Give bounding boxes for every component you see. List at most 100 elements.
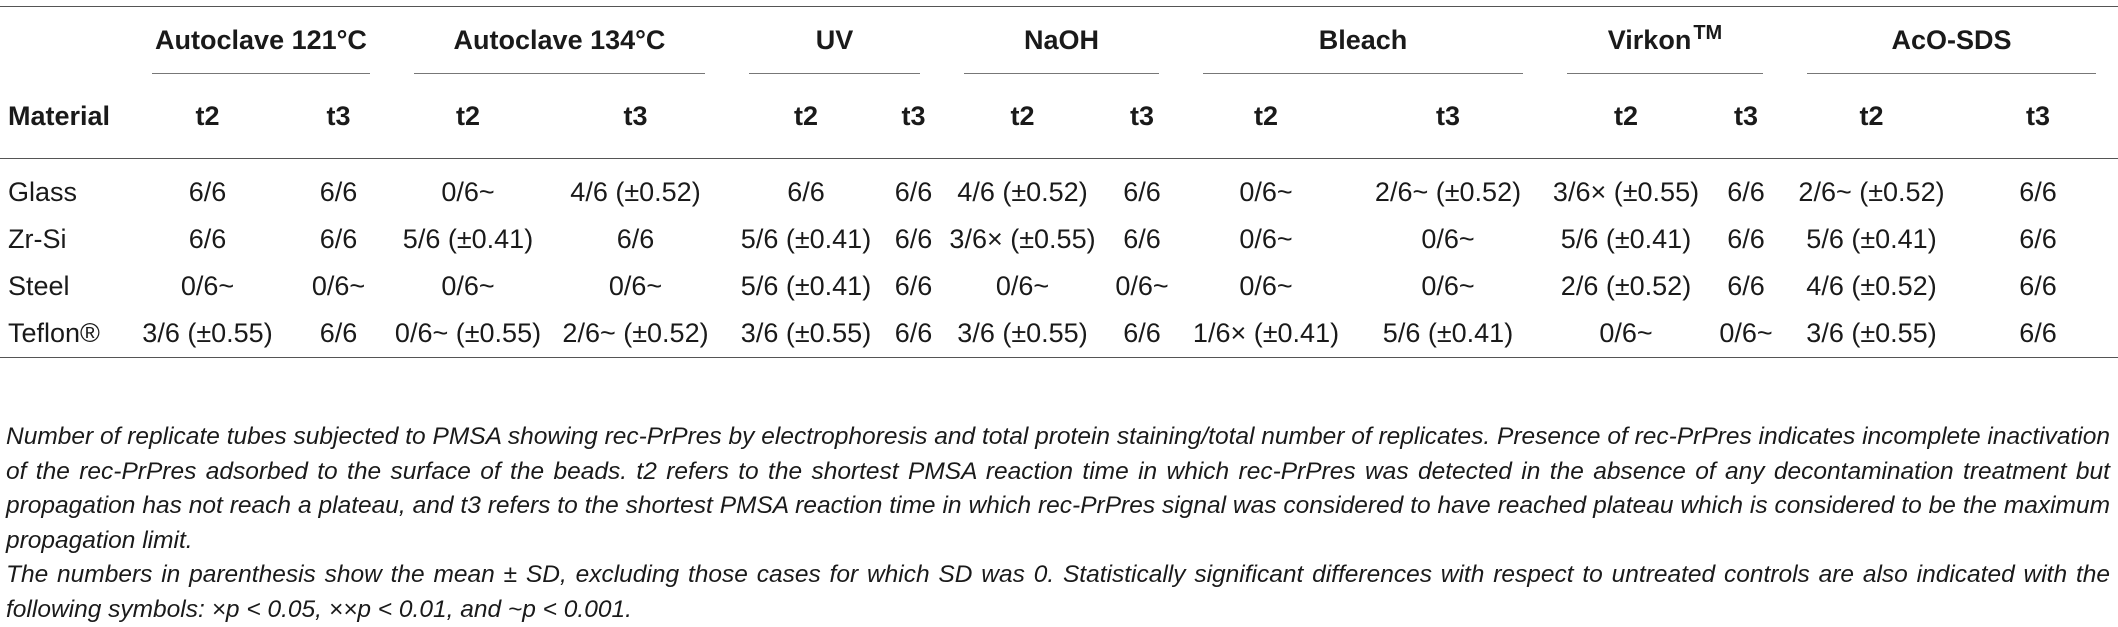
table-cell: 0/6~ [311, 271, 366, 301]
table-cell: 6/6 [1727, 224, 1765, 254]
group-header-label: AcO-SDS [1891, 24, 2012, 55]
table-cell: 6/6 [894, 318, 933, 348]
table-cell: 6/6 [188, 224, 227, 254]
table-cell: 0/6~ [1239, 271, 1293, 301]
table-cell: 2/6 (±0.52) [1560, 271, 1692, 301]
table-cell: 6/6 [1123, 224, 1161, 254]
material-header: Material [8, 100, 111, 131]
table-cell: 6/6 [1727, 271, 1765, 301]
table-cell: 0/6~ [1421, 224, 1475, 254]
table-cell: 0/6~ [441, 177, 495, 207]
subheader-t3: t3 [1435, 100, 1460, 131]
table-cell: 6/6 [188, 177, 227, 207]
subheader-t3: t3 [901, 100, 926, 131]
table-cell: 3/6× (±0.55) [1552, 177, 1700, 207]
subheader-t3: t3 [2025, 100, 2050, 131]
table-cell: 6/6 [787, 177, 825, 207]
table-cell: 6/6 [2019, 224, 2057, 254]
group-header-6: Virkon TM [1545, 7, 1785, 73]
table-cell: 4/6 (±0.52) [957, 177, 1088, 207]
group-header-label: NaOH [1023, 24, 1099, 55]
table-cell: 2/6~ (±0.52) [1798, 177, 1945, 207]
subheader-t2: t2 [455, 100, 480, 131]
subheader-t2: t2 [195, 100, 220, 131]
group-header-label: Bleach [1318, 24, 1408, 55]
table-cell: 2/6~ (±0.52) [562, 318, 709, 348]
table-cell: 3/6 (±0.55) [1806, 318, 1937, 348]
table-row: Teflon® 3/6 (±0.55) 6/6 0/6~ (±0.55) 2/6~ (±… [0, 310, 2118, 358]
subheader-t3: t3 [1129, 100, 1154, 131]
table-cell: 6/6 [1123, 177, 1161, 207]
subheader-t2: t2 [1010, 100, 1035, 131]
table-cell: 4/6 (±0.52) [1806, 271, 1937, 301]
group-header-label: Autoclave 121°C [155, 24, 367, 55]
subheader-t2: t2 [1859, 100, 1884, 131]
table-cell: 6/6 [2019, 271, 2057, 301]
footnote-paragraph-2: The numbers in parenthesis show the mean… [6, 561, 2110, 623]
table-cell: 6/6 [2019, 177, 2057, 207]
group-header-2: Autoclave 134°C [392, 7, 727, 73]
group-header-label: Virkon [1607, 24, 1692, 55]
table-cell: 0/6~ [1599, 318, 1653, 348]
group-header-1: Autoclave 121°C [130, 7, 392, 73]
table-cell: 0/6~ [180, 271, 235, 301]
table-cell: 3/6× (±0.55) [949, 224, 1096, 254]
group-header-row: Autoclave 121°C Autoclave 134°C UV NaOH Blea… [0, 7, 2118, 73]
material-cell: Glass [8, 177, 78, 207]
material-group-spacer [0, 7, 130, 73]
table-footnotes: Number of replicate tubes subjected to P… [6, 420, 2110, 627]
table-row: Glass 6/6 6/6 0/6~ 4/6 (±0.52) 6/6 6/6 4/6 (±0.… [0, 159, 2118, 216]
table-cell: 0/6~ (±0.55) [394, 318, 542, 348]
group-header-7: AcO-SDS [1785, 7, 2118, 73]
group-header-label: UV [815, 24, 854, 55]
group-header-label: Autoclave 134°C [453, 24, 666, 55]
subheader-t2: t2 [793, 100, 818, 131]
table-cell: 2/6~ (±0.52) [1374, 177, 1522, 207]
table-cell: 3/6 (±0.55) [957, 318, 1088, 348]
table-cell: 6/6 [1123, 318, 1161, 348]
subheader-t3: t3 [623, 100, 648, 131]
table-cell: 6/6 [894, 177, 933, 207]
table-cell: 6/6 [319, 177, 358, 207]
footnote-paragraph-1: Number of replicate tubes subjected to P… [6, 423, 2110, 554]
table-cell: 0/6~ [1719, 318, 1773, 348]
table-cell: 0/6~ [441, 271, 495, 301]
material-cell: Teflon® [8, 318, 100, 348]
results-table: Autoclave 121°C Autoclave 134°C UV NaOH Blea… [0, 6, 2118, 358]
table-cell: 5/6 (±0.41) [402, 224, 534, 254]
table-cell: 6/6 [2019, 318, 2057, 348]
subheader-t3: t3 [1733, 100, 1758, 131]
material-cell: Steel [8, 271, 70, 301]
material-cell: Zr-Si [8, 224, 67, 254]
subheader-t2: t2 [1253, 100, 1278, 131]
subheader-t2: t2 [1613, 100, 1638, 131]
table-cell: 0/6~ [608, 271, 663, 301]
table-cell: 5/6 (±0.41) [740, 224, 872, 254]
table-cell: 6/6 [319, 318, 358, 348]
table-cell: 1/6× (±0.41) [1192, 318, 1340, 348]
trademark-superscript: TM [1693, 21, 1723, 44]
table-cell: 0/6~ [995, 271, 1050, 301]
table-cell: 5/6 (±0.41) [1806, 224, 1937, 254]
subheader-row: Material t2 t3 t2 t3 t2 t3 t2 t3 t2 t3 t2 t3 t2 t3 [0, 74, 2118, 159]
table-body: Glass 6/6 6/6 0/6~ 4/6 (±0.52) 6/6 6/6 4/6 (±0.… [0, 159, 2118, 358]
table-cell: 5/6 (±0.41) [1560, 224, 1692, 254]
table-cell: 0/6~ [1115, 271, 1169, 301]
table-cell: 0/6~ [1421, 271, 1475, 301]
subheader-t3: t3 [326, 100, 351, 131]
group-header-4: NaOH [942, 7, 1181, 73]
table-cell: 3/6 (±0.55) [740, 318, 872, 348]
table-cell: 0/6~ [1239, 177, 1293, 207]
table-cell: 5/6 (±0.41) [1382, 318, 1514, 348]
table-cell: 3/6 (±0.55) [142, 318, 273, 348]
group-header-3: UV [727, 7, 942, 73]
table-cell: 5/6 (±0.41) [740, 271, 872, 301]
table-row: Zr-Si 6/6 6/6 5/6 (±0.41) 6/6 5/6 (±0.41) 6/6 3… [0, 216, 2118, 263]
table-cell: 6/6 [319, 224, 358, 254]
group-header-5: Bleach [1181, 7, 1545, 73]
table-cell: 6/6 [894, 224, 933, 254]
table-row: Steel 0/6~ 0/6~ 0/6~ 0/6~ 5/6 (±0.41) 6/6 0/6~ 0… [0, 263, 2118, 310]
table-cell: 4/6 (±0.52) [570, 177, 701, 207]
table-cell: 0/6~ [1239, 224, 1293, 254]
table-cell: 6/6 [894, 271, 933, 301]
